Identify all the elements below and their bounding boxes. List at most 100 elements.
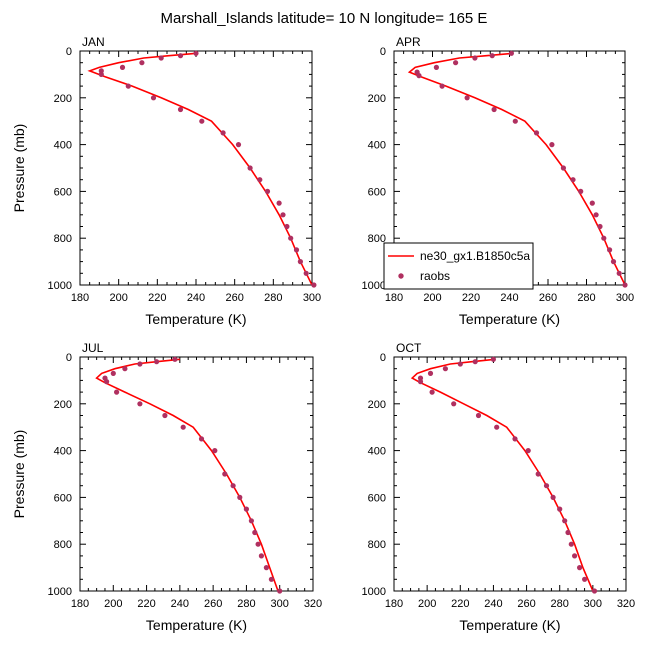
obs-point: [177, 106, 184, 113]
y-tick-label: 1000: [48, 586, 72, 598]
obs-point: [297, 259, 303, 265]
obs-point: [562, 518, 568, 524]
obs-point: [494, 424, 500, 430]
y-tick-label: 400: [54, 446, 72, 458]
y-tick-label: 200: [54, 93, 72, 105]
x-axis-label: Temperature (K): [459, 617, 560, 633]
y-tick-label: 800: [368, 233, 386, 245]
y-tick-label: 600: [54, 186, 72, 198]
obs-point: [263, 565, 269, 571]
obs-point: [137, 401, 143, 407]
x-tick-label: 300: [584, 598, 602, 610]
x-tick-label: 240: [187, 292, 205, 304]
obs-point: [247, 165, 253, 171]
obs-point: [490, 356, 496, 362]
obs-point: [610, 259, 617, 265]
x-tick-label: 260: [539, 292, 557, 304]
obs-point: [533, 130, 540, 136]
x-tick-label: 200: [423, 292, 441, 304]
y-tick-label: 0: [380, 352, 386, 364]
obs-point: [525, 448, 531, 454]
y-tick-label: 800: [54, 233, 72, 245]
chart-panels: 180 200 220 240 260 280 300 0 200 400 600 800 1000 JA…: [11, 35, 635, 633]
obs-point: [591, 588, 598, 594]
obs-point: [137, 361, 143, 367]
obs-point: [578, 188, 584, 194]
obs-point: [512, 436, 518, 442]
y-tick-label: 200: [368, 93, 386, 105]
x-tick-label: 220: [462, 292, 480, 304]
obs-point: [464, 95, 470, 101]
obs-point: [162, 412, 168, 419]
obs-point: [104, 379, 110, 385]
obs-point: [508, 50, 514, 56]
x-tick-label: 320: [617, 598, 635, 610]
x-tick-label: 240: [500, 292, 518, 304]
y-tick-label: 400: [368, 446, 386, 458]
obs-point: [198, 436, 205, 442]
panel-title: JAN: [82, 35, 105, 49]
obs-point: [439, 83, 445, 89]
obs-point: [284, 223, 290, 230]
obs-point: [237, 494, 243, 500]
x-tick-label: 200: [418, 598, 436, 610]
obs-point: [429, 389, 435, 395]
x-tick-label: 300: [303, 292, 321, 304]
obs-point: [512, 118, 518, 124]
model-line: [95, 358, 279, 591]
obs-point: [582, 576, 588, 582]
x-tick-label: 300: [616, 292, 634, 304]
x-tick-label: 180: [71, 292, 89, 304]
y-tick-label: 600: [54, 492, 72, 504]
obs-point: [535, 471, 541, 477]
y-tick-label: 1000: [362, 280, 386, 292]
x-axis-label: Temperature (K): [146, 617, 247, 633]
obs-point: [565, 529, 571, 536]
y-tick-label: 200: [54, 399, 72, 411]
obs-point: [150, 95, 157, 101]
obs-point: [293, 247, 300, 253]
legend-obs-marker: [398, 273, 404, 279]
obs-point: [235, 142, 242, 148]
obs-point: [311, 282, 317, 288]
obs-point: [557, 506, 563, 512]
x-tick-label: 200: [109, 292, 127, 304]
panel-title: JUL: [82, 341, 104, 355]
panel-title: APR: [396, 35, 421, 49]
obs-point: [616, 270, 622, 276]
legend-box: [383, 242, 534, 290]
x-tick-label: 220: [137, 598, 155, 610]
obs-point: [433, 64, 439, 70]
obs-point: [288, 235, 294, 241]
y-tick-label: 600: [368, 186, 386, 198]
model-line: [87, 52, 312, 285]
obs-point: [114, 389, 120, 395]
obs-point: [577, 565, 583, 571]
y-tick-label: 1000: [48, 280, 72, 292]
obs-point: [427, 370, 434, 376]
obs-point: [543, 483, 550, 489]
legend-model-label: ne30_gx1.B1850c5a: [420, 249, 530, 263]
obs-point: [597, 223, 603, 230]
obs-point: [280, 212, 286, 218]
obs-point: [457, 361, 463, 367]
figure-title: Marshall_Islands latitude= 10 N longitud…: [161, 10, 488, 27]
obs-point: [110, 370, 116, 376]
y-tick-label: 1000: [362, 586, 386, 598]
legend-obs-label: raobs: [420, 269, 450, 283]
obs-point: [472, 359, 478, 365]
obs-point: [180, 424, 186, 430]
y-tick-label: 0: [66, 352, 72, 364]
obs-point: [277, 588, 283, 594]
model-line: [407, 52, 625, 285]
x-tick-label: 320: [304, 598, 322, 610]
obs-point: [276, 200, 282, 206]
obs-point: [568, 541, 574, 547]
obs-point: [222, 471, 228, 477]
y-tick-label: 0: [380, 46, 386, 58]
obs-point: [593, 212, 599, 218]
obs-point: [622, 282, 628, 288]
x-tick-label: 280: [577, 292, 595, 304]
obs-point: [601, 235, 607, 241]
